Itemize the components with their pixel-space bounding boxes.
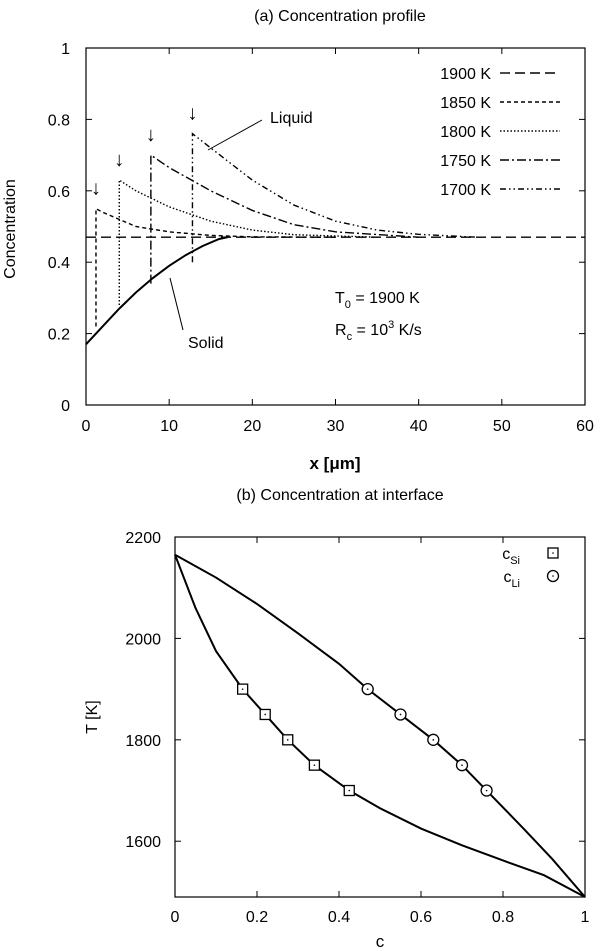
panel-b-phase-curves bbox=[174, 553, 586, 898]
series-line-1700-k bbox=[191, 132, 477, 263]
panel-a-y-axis-label: Concentration bbox=[2, 179, 19, 279]
panel-b-plot-frame bbox=[174, 536, 586, 898]
legend-label: cSi bbox=[502, 546, 520, 567]
series-line-1750-k bbox=[150, 153, 419, 284]
c-si-marker-dot bbox=[241, 688, 244, 690]
x-tick-label: 10 bbox=[160, 418, 178, 435]
series-line-1800-k bbox=[118, 178, 378, 306]
c-si-marker-dot bbox=[264, 713, 267, 716]
y-tick-label: 0.4 bbox=[48, 255, 70, 272]
x-tick-label: 0.4 bbox=[328, 909, 350, 926]
legend-label: 1850 K bbox=[440, 95, 491, 112]
c-li-marker-dot bbox=[366, 688, 369, 690]
x-tick-label: 40 bbox=[410, 418, 428, 435]
panel-b-title: (b) Concentration at interface bbox=[236, 487, 443, 504]
x-tick-label: 50 bbox=[493, 418, 511, 435]
panel-a-y-ticks: 0 0.2 0.4 0.6 0.8 1 bbox=[48, 41, 585, 415]
interface-arrow: ↓ bbox=[187, 103, 197, 125]
y-tick-label: 0 bbox=[61, 398, 70, 415]
y-tick-label: 1 bbox=[61, 41, 70, 58]
legend-marker-c-si-dot bbox=[552, 552, 554, 554]
panel-a-concentration-profile: (a) Concentration profile 0 10 20 30 40 50 60 … bbox=[2, 8, 594, 473]
legend-label: 1700 K bbox=[440, 182, 491, 199]
panel-a-series bbox=[85, 132, 585, 345]
x-tick-label: 0 bbox=[82, 418, 91, 435]
panel-b-markers bbox=[236, 682, 493, 797]
interface-arrow: ↓ bbox=[114, 149, 124, 171]
panel-b-x-ticks: 0 0.2 0.4 0.6 0.8 1 bbox=[171, 537, 590, 926]
panel-a-x-ticks: 0 10 20 30 40 50 60 bbox=[82, 48, 594, 435]
liquid-leader-line bbox=[207, 119, 263, 151]
panel-a-interface-arrows: ↓ ↓ ↓ ↓ bbox=[91, 103, 197, 200]
legend-label: cLi bbox=[503, 569, 520, 590]
liquid-label: Liquid bbox=[270, 110, 313, 127]
c-si-marker-dot bbox=[313, 764, 316, 766]
c-li-marker-dot bbox=[399, 713, 402, 716]
y-tick-label: 0.8 bbox=[48, 112, 70, 129]
t0-annotation: T0 = 1900 K bbox=[335, 290, 420, 311]
panel-b-legend: cSi cLi bbox=[502, 546, 560, 590]
c-si-marker-dot bbox=[348, 789, 351, 792]
x-tick-label: 60 bbox=[576, 418, 594, 435]
y-tick-label: 2000 bbox=[125, 631, 161, 648]
panel-a-legend: 1900 K 1850 K 1800 K 1750 K 1700 K bbox=[440, 66, 560, 199]
y-tick-label: 0.6 bbox=[48, 184, 70, 201]
solid-label: Solid bbox=[188, 335, 224, 352]
x-tick-label: 0 bbox=[171, 909, 180, 926]
c-si-marker-dot bbox=[286, 739, 289, 741]
legend-marker-c-li-dot bbox=[552, 575, 554, 577]
legend-label: 1900 K bbox=[440, 66, 491, 83]
y-tick-label: 0.2 bbox=[48, 327, 70, 344]
c-li-marker-dot bbox=[432, 739, 435, 741]
interface-arrow: ↓ bbox=[91, 178, 101, 200]
solid-leader-line bbox=[169, 277, 184, 331]
series-line-solid bbox=[85, 236, 228, 345]
panel-b-y-ticks: 1600 1800 2000 2200 bbox=[125, 530, 585, 851]
x-tick-label: 20 bbox=[243, 418, 261, 435]
c-li-marker-dot bbox=[485, 789, 488, 792]
panel-b-concentration-at-interface: (b) Concentration at interface 0 0.2 0.4 0.… bbox=[84, 487, 590, 951]
x-tick-label: 1 bbox=[581, 909, 590, 926]
legend-label: 1800 K bbox=[440, 124, 491, 141]
x-tick-label: 30 bbox=[327, 418, 345, 435]
panel-a-x-axis-label: x [μm] bbox=[309, 454, 360, 473]
panel-b-y-axis-label: T [K] bbox=[84, 700, 101, 734]
y-tick-label: 1600 bbox=[125, 834, 161, 851]
legend-label: 1750 K bbox=[440, 153, 491, 170]
y-tick-label: 2200 bbox=[125, 530, 161, 547]
x-tick-label: 0.6 bbox=[410, 909, 432, 926]
rc-annotation: Rc = 103 K/s bbox=[335, 319, 422, 343]
x-tick-label: 0.2 bbox=[246, 909, 268, 926]
panel-a-title: (a) Concentration profile bbox=[254, 8, 426, 25]
c-li-marker-dot bbox=[461, 764, 463, 766]
y-tick-label: 1800 bbox=[125, 733, 161, 750]
interface-arrow: ↓ bbox=[146, 124, 156, 146]
liquidus-curve bbox=[174, 553, 586, 898]
series-line-1850-k bbox=[95, 207, 336, 327]
solidus-curve bbox=[174, 554, 586, 898]
x-tick-label: 0.8 bbox=[492, 909, 514, 926]
panel-b-x-axis-label: c bbox=[376, 932, 385, 951]
